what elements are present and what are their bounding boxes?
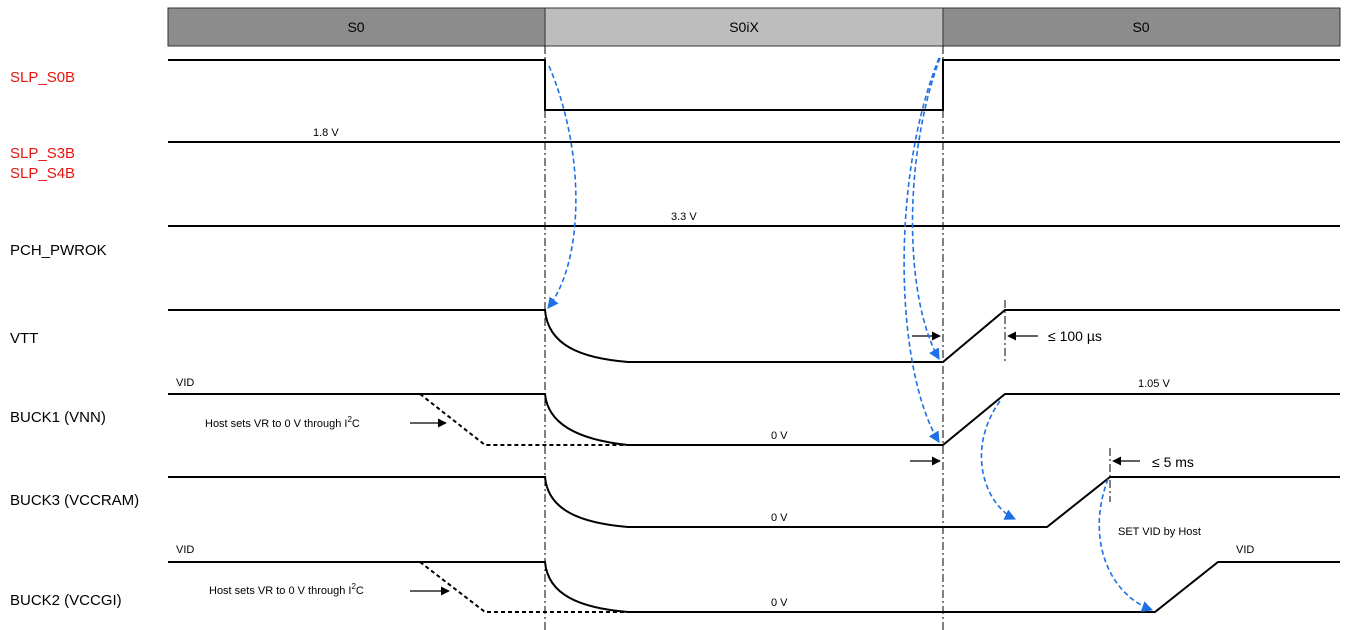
signal-label-slp-s3b: SLP_S3B [10,145,75,162]
voltage-1-8v: 1.8 V [313,127,339,139]
set-vid-by-host-label: SET VID by Host [1118,526,1201,538]
buck2-vid-right-label: VID [1236,544,1254,556]
state-box-s0-right [942,7,1341,47]
signal-label-buck2: BUCK2 (VCCGI) [10,592,122,609]
causal-arrow-s0b-exit-to-vtt [911,57,941,360]
causal-arrow-buck3-to-buck2 [1098,478,1154,612]
buck1-0v-label: 0 V [771,430,788,442]
buck2-vid-left-label: VID [176,544,194,556]
state-label-s0ix: S0iX [729,19,759,35]
signal-label-buck3: BUCK3 (VCCRAM) [10,492,139,509]
signal-label-vtt: VTT [10,330,38,347]
state-header: S0 S0iX S0 [167,7,1341,47]
causal-arrow-s0b-exit-to-buck1 [903,57,940,443]
buck1-host-text: Host sets VR to 0 V through I2C [205,415,360,430]
state-box-s0ix [544,7,944,47]
waveform-buck1-host-ramp [419,393,628,446]
state-box-s0-left [167,7,546,47]
waveform-slp-s0b [168,59,1340,111]
buck2-0v-label: 0 V [771,597,788,609]
state-label-s0-right: S0 [1132,19,1149,35]
waveform-buck3 [168,476,1340,528]
state-label-s0-left: S0 [347,19,364,35]
buck1-1-05v-label: 1.05 V [1138,378,1170,390]
buck3-0v-label: 0 V [771,512,788,524]
waveform-buck2-solid [420,561,1340,613]
signal-label-slp-s0b: SLP_S0B [10,69,75,86]
waveform-buck1-solid [420,393,1340,446]
causal-arrow-buck1-to-buck3 [980,400,1017,520]
causal-arrow-s0b-to-vtt [547,65,577,309]
vtt-timing-label: ≤ 100 µs [1048,328,1102,344]
buck3-timing-label: ≤ 5 ms [1152,454,1194,470]
buck1-vid-label: VID [176,377,194,389]
voltage-3-3v: 3.3 V [671,211,697,223]
signal-label-buck1: BUCK1 (VNN) [10,409,106,426]
signal-label-pch-pwrok: PCH_PWROK [10,242,107,259]
buck2-host-text: Host sets VR to 0 V through I2C [209,582,364,597]
waveform-buck2-host-ramp [419,561,628,613]
signal-label-slp-s4b: SLP_S4B [10,165,75,182]
waveform-vtt [168,309,1340,363]
